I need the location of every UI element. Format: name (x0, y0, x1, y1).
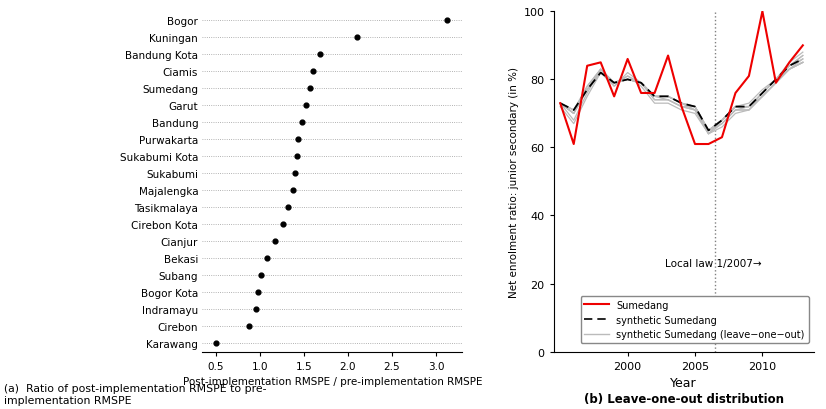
Text: (a)  Ratio of post-implementation RMSPE to pre-
implementation RMSPE: (a) Ratio of post-implementation RMSPE t… (4, 383, 267, 405)
Point (260, 255, 273, 262)
Point (251, 289, 264, 296)
Point (290, 153, 303, 160)
Point (306, 68, 319, 75)
Point (313, 52, 326, 58)
Point (287, 187, 300, 194)
Point (209, 340, 222, 346)
Point (249, 306, 263, 312)
Point (268, 238, 282, 245)
Point (255, 272, 268, 279)
Point (277, 221, 290, 228)
Point (299, 102, 312, 109)
Point (243, 323, 256, 330)
X-axis label: Year: Year (670, 376, 697, 389)
Point (440, 18, 453, 24)
Point (296, 119, 309, 126)
Text: (b) Leave-one-out distribution: (b) Leave-one-out distribution (583, 392, 784, 405)
X-axis label: Post-implementation RMSPE / pre-implementation RMSPE: Post-implementation RMSPE / pre-implemen… (183, 376, 482, 386)
Text: Local law 1/2007→: Local law 1/2007→ (666, 258, 762, 268)
Y-axis label: Net enrolment ratio: junior secondary (in %): Net enrolment ratio: junior secondary (i… (510, 67, 520, 297)
Point (303, 85, 316, 92)
Point (288, 170, 301, 177)
Legend: Sumedang, synthetic Sumedang, synthetic Sumedang (leave−one−out): Sumedang, synthetic Sumedang, synthetic … (581, 296, 809, 344)
Point (282, 204, 295, 211)
Point (292, 136, 305, 143)
Point (350, 34, 363, 41)
